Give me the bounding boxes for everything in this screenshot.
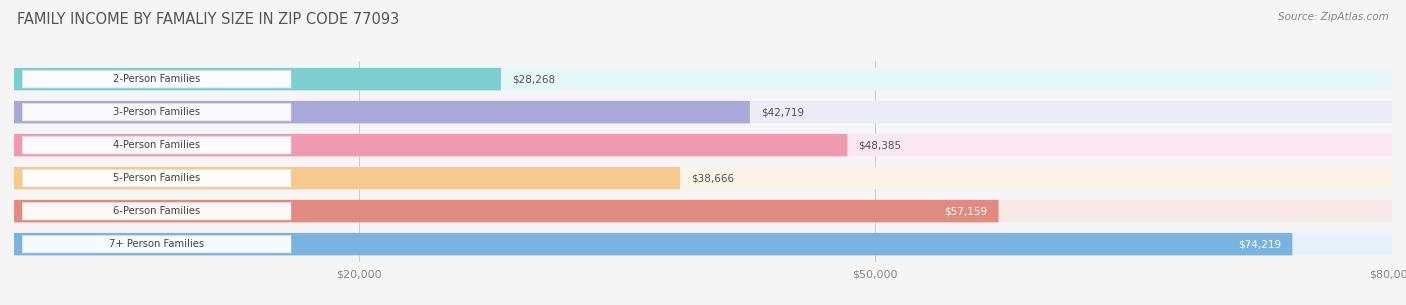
- FancyBboxPatch shape: [14, 134, 848, 156]
- FancyBboxPatch shape: [14, 233, 1392, 255]
- FancyBboxPatch shape: [22, 70, 291, 88]
- FancyBboxPatch shape: [22, 136, 291, 154]
- FancyBboxPatch shape: [14, 233, 1292, 255]
- Text: FAMILY INCOME BY FAMALIY SIZE IN ZIP CODE 77093: FAMILY INCOME BY FAMALIY SIZE IN ZIP COD…: [17, 12, 399, 27]
- FancyBboxPatch shape: [14, 200, 998, 222]
- Text: $28,268: $28,268: [512, 74, 555, 84]
- Text: $42,719: $42,719: [761, 107, 804, 117]
- FancyBboxPatch shape: [14, 200, 1392, 222]
- FancyBboxPatch shape: [22, 169, 291, 187]
- FancyBboxPatch shape: [22, 235, 291, 253]
- Text: 2-Person Families: 2-Person Families: [112, 74, 200, 84]
- FancyBboxPatch shape: [14, 68, 1392, 90]
- Text: 5-Person Families: 5-Person Families: [112, 173, 200, 183]
- Text: $48,385: $48,385: [859, 140, 901, 150]
- FancyBboxPatch shape: [14, 101, 749, 123]
- FancyBboxPatch shape: [14, 167, 1392, 189]
- Text: $74,219: $74,219: [1239, 239, 1281, 249]
- FancyBboxPatch shape: [14, 101, 1392, 123]
- FancyBboxPatch shape: [14, 68, 501, 90]
- FancyBboxPatch shape: [22, 103, 291, 121]
- Text: 6-Person Families: 6-Person Families: [112, 206, 200, 216]
- FancyBboxPatch shape: [22, 203, 291, 220]
- Text: 3-Person Families: 3-Person Families: [112, 107, 200, 117]
- Text: $57,159: $57,159: [945, 206, 987, 216]
- Text: $38,666: $38,666: [690, 173, 734, 183]
- FancyBboxPatch shape: [14, 167, 681, 189]
- FancyBboxPatch shape: [14, 134, 1392, 156]
- Text: 4-Person Families: 4-Person Families: [112, 140, 200, 150]
- Text: 7+ Person Families: 7+ Person Families: [110, 239, 204, 249]
- Text: Source: ZipAtlas.com: Source: ZipAtlas.com: [1278, 12, 1389, 22]
